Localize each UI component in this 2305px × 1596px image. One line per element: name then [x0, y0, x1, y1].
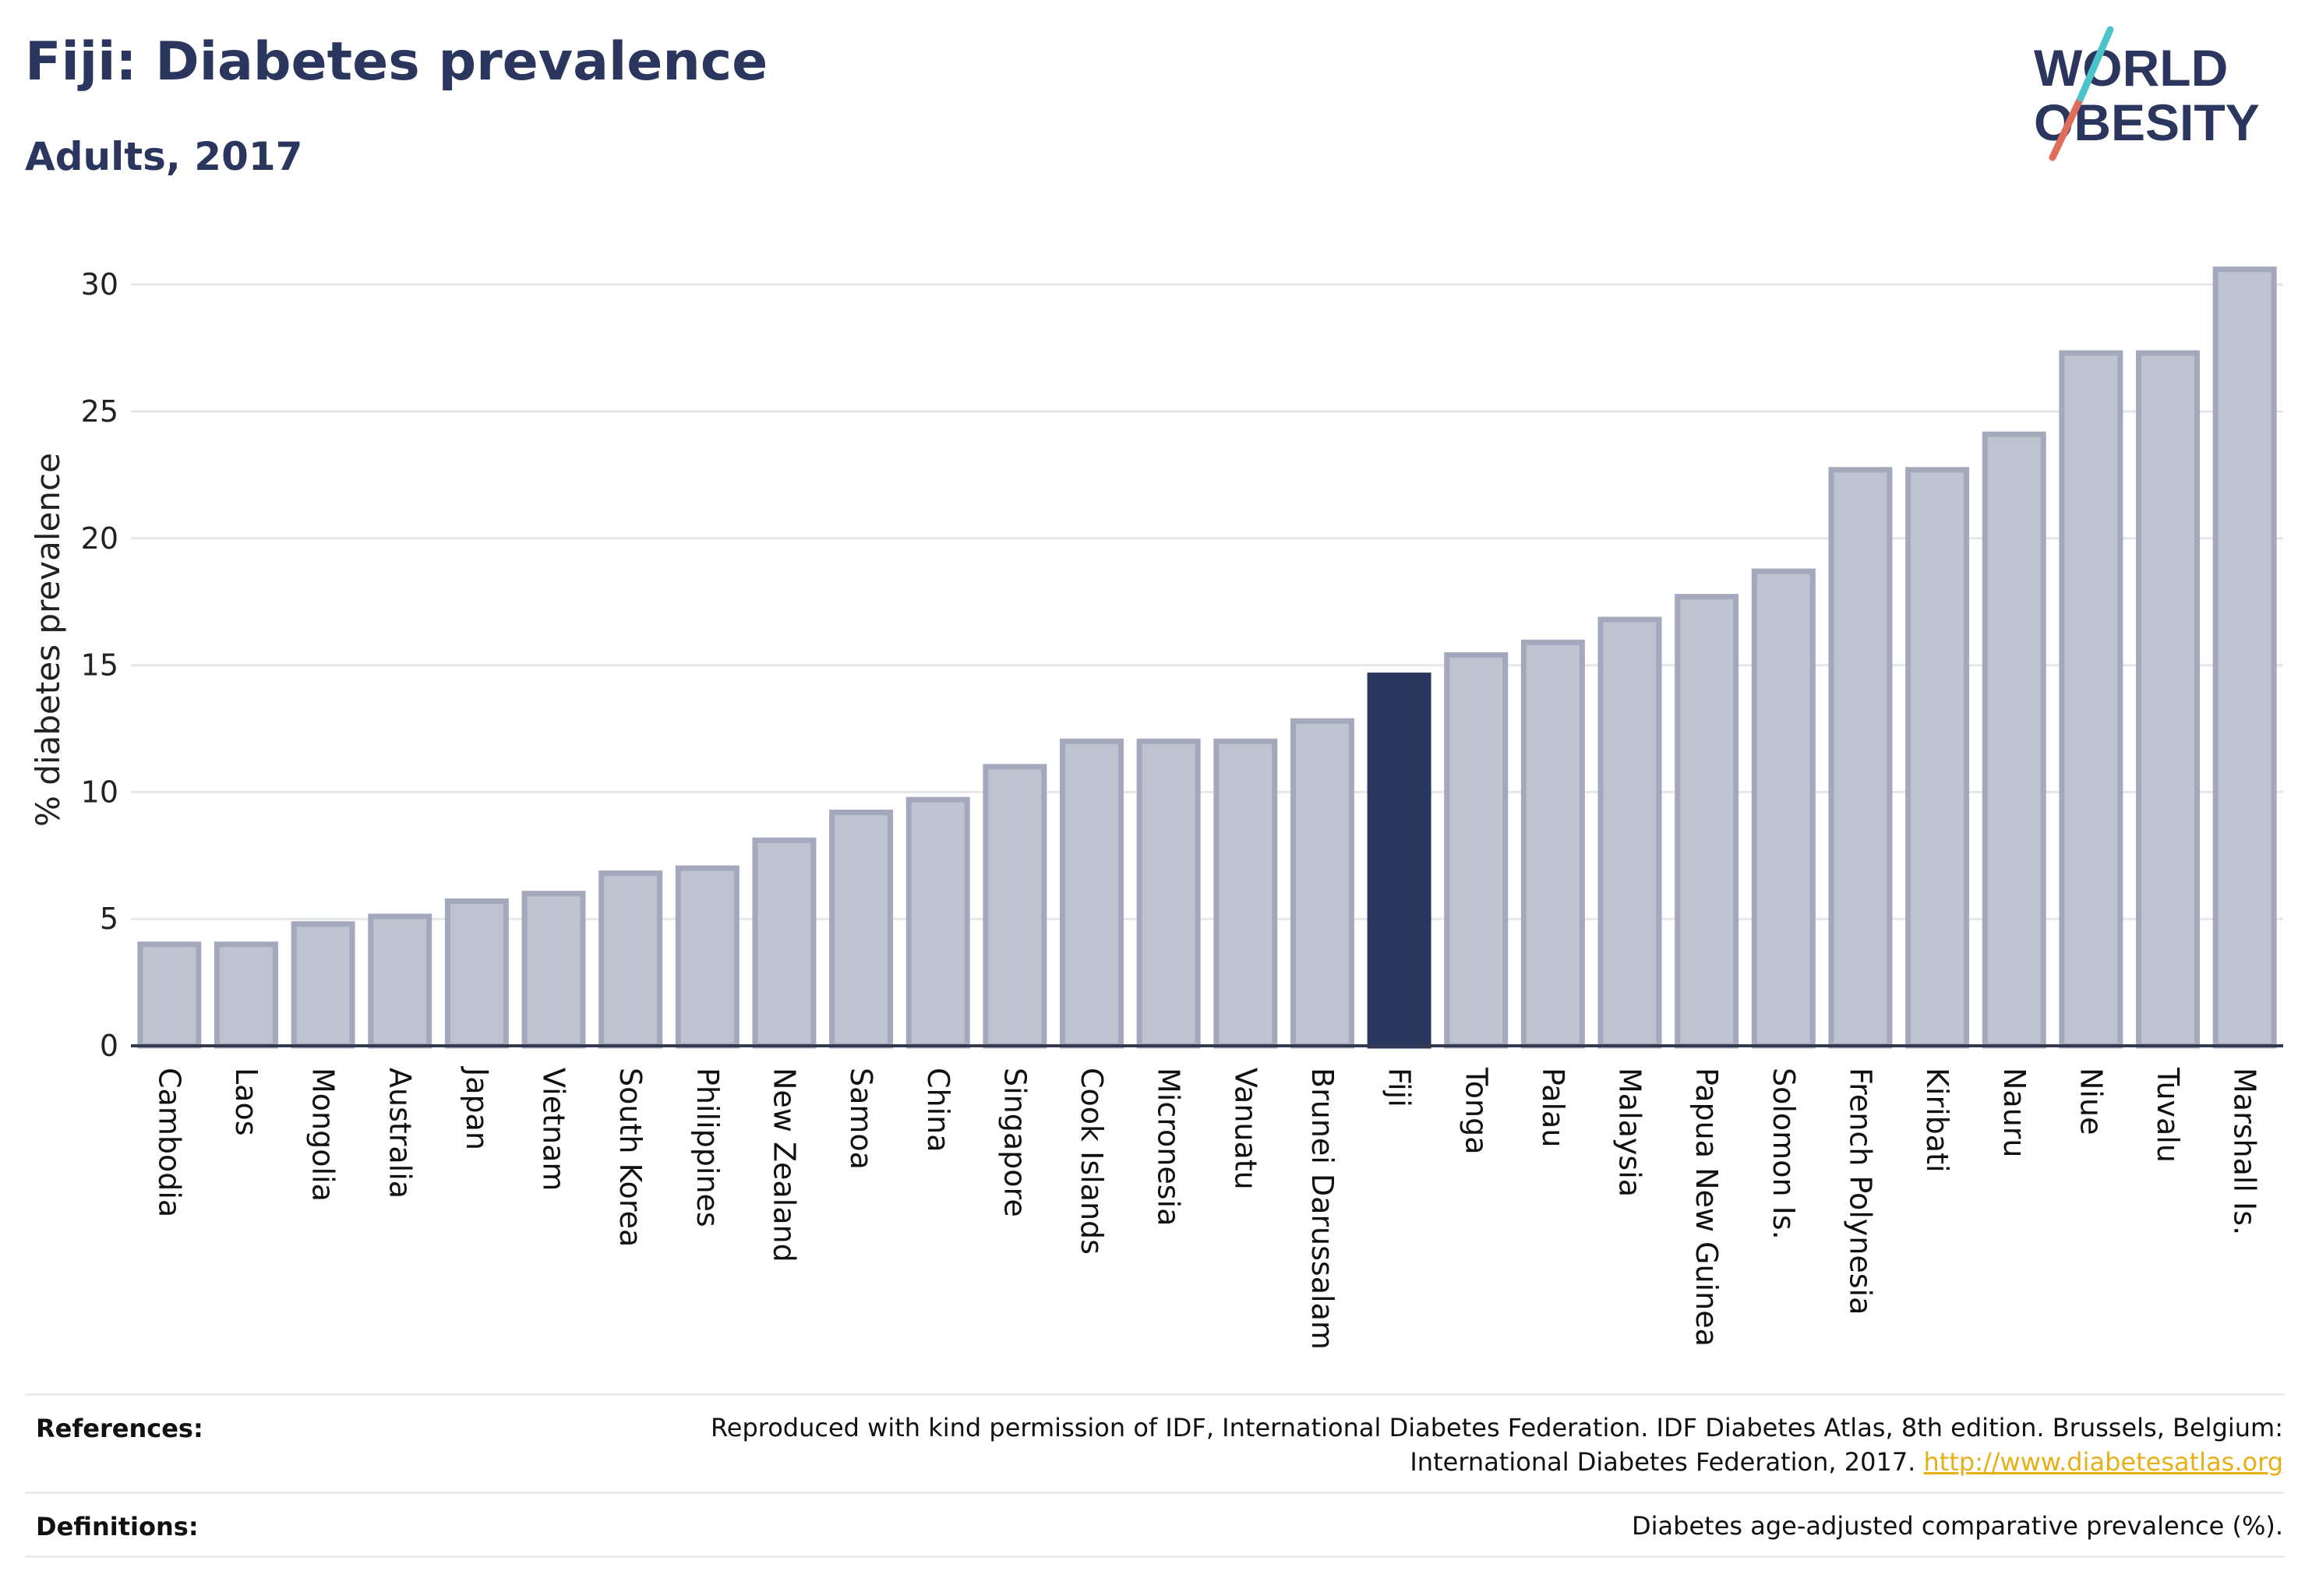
references-line-1: Reproduced with kind permission of IDF, … — [710, 1413, 2283, 1442]
x-tick-label: Malaysia — [1613, 1068, 1647, 1197]
x-tick-label: Palau — [1536, 1068, 1570, 1147]
chart-subtitle: Adults, 2017 — [25, 134, 303, 179]
bar-tuvalu — [2136, 350, 2201, 1049]
x-tick-label: Micronesia — [1152, 1068, 1186, 1226]
bar-palau — [1520, 639, 1585, 1049]
bar-japan — [444, 898, 509, 1049]
x-tick-label: Cook Islands — [1075, 1068, 1109, 1255]
x-tick-label: Tuvalu — [2151, 1067, 2185, 1163]
y-axis-label: % diabetes prevalence — [29, 453, 67, 827]
x-tick-label: Solomon Is. — [1767, 1068, 1801, 1240]
footer-divider-bottom — [25, 1555, 2285, 1558]
y-tick-label: 15 — [81, 648, 118, 683]
x-tick-label: Niue — [2074, 1068, 2108, 1135]
x-tick-label: Brunei Darussalam — [1305, 1068, 1340, 1350]
x-tick-label: Australia — [383, 1068, 417, 1199]
bar-new-zealand — [752, 837, 817, 1049]
definitions-label: Definitions: — [36, 1512, 199, 1541]
x-tick-label: Vietnam — [537, 1068, 571, 1191]
bar-vietnam — [521, 891, 586, 1049]
y-tick-label: 0 — [100, 1029, 118, 1063]
bar-cook-islands — [1060, 738, 1124, 1049]
bar-niue — [2059, 350, 2123, 1049]
x-tick-label: Kiribati — [1920, 1068, 1954, 1173]
bar-china — [905, 796, 970, 1049]
x-tick-label: Mongolia — [306, 1068, 341, 1202]
bar-papua-new-guinea — [1675, 594, 1739, 1049]
bar-tonga — [1444, 652, 1509, 1049]
bar-laos — [214, 941, 278, 1049]
references-line-2-text: International Diabetes Federation, 2017. — [1410, 1447, 1916, 1477]
diabetes-atlas-link[interactable]: http://www.diabetesatlas.org — [1923, 1447, 2283, 1477]
x-tick-label: Tonga — [1459, 1067, 1493, 1155]
bar-fiji — [1367, 673, 1431, 1049]
bar-micronesia — [1136, 738, 1201, 1049]
y-tick-label: 10 — [81, 775, 118, 809]
bar-french-polynesia — [1828, 467, 1893, 1049]
footer-divider-top — [25, 1393, 2285, 1396]
chart-title: Fiji: Diabetes prevalence — [25, 31, 768, 93]
bar-singapore — [983, 764, 1047, 1049]
x-tick-label: Singapore — [997, 1068, 1032, 1217]
x-tick-label: Fiji — [1382, 1068, 1417, 1107]
bar-brunei-darussalam — [1290, 718, 1354, 1049]
bar-australia — [368, 913, 432, 1049]
x-tick-label: Marshall Is. — [2228, 1068, 2262, 1235]
x-tick-label: Nauru — [1997, 1068, 2031, 1158]
bar-mongolia — [291, 921, 355, 1049]
x-tick-label: Papua New Guinea — [1689, 1068, 1724, 1347]
x-tick-label: Laos — [229, 1068, 263, 1136]
x-tick-label: Philippines — [690, 1068, 725, 1227]
bar-philippines — [675, 865, 740, 1049]
bar-kiribati — [1905, 467, 1970, 1049]
y-tick-label: 25 — [81, 394, 118, 429]
footer-divider-middle — [25, 1492, 2285, 1494]
x-tick-label: Vanuatu — [1228, 1068, 1262, 1190]
bar-samoa — [829, 809, 894, 1049]
bar-solomon-is — [1751, 568, 1816, 1049]
bar-vanuatu — [1213, 738, 1278, 1049]
bar-nauru — [1982, 431, 2046, 1049]
bar-south-korea — [598, 870, 663, 1049]
x-tick-label: China — [921, 1068, 955, 1153]
definitions-text: Diabetes age-adjusted comparative preval… — [1632, 1511, 2283, 1541]
x-tick-label: Cambodia — [152, 1068, 186, 1217]
logo-line-1: WORLD — [2034, 39, 2228, 97]
logo-slash-red — [2049, 94, 2084, 161]
y-tick-label: 5 — [100, 902, 118, 936]
references-label: References: — [36, 1414, 203, 1443]
world-obesity-logo: WORLD OBESITY — [2034, 26, 2260, 161]
x-tick-label: French Polynesia — [1843, 1068, 1877, 1315]
y-tick-label: 20 — [81, 521, 118, 556]
logo-slash-teal — [2077, 26, 2114, 102]
bar-marshall-is — [2212, 267, 2277, 1049]
y-tick-label: 30 — [81, 267, 118, 302]
bar-malaysia — [1597, 616, 1662, 1049]
x-tick-label: New Zealand — [767, 1068, 801, 1262]
x-tick-label: Japan — [460, 1066, 494, 1150]
references-line-2: International Diabetes Federation, 2017.… — [711, 1445, 2283, 1479]
references-text: Reproduced with kind permission of IDF, … — [711, 1411, 2283, 1479]
bar-chart: 0 5 10 15 20 25 30 % diabetes prevalence Cambodi… — [29, 267, 2283, 1350]
bar-cambodia — [137, 941, 202, 1049]
x-tick-label: South Korea — [613, 1068, 648, 1247]
x-tick-label: Samoa — [844, 1068, 878, 1170]
